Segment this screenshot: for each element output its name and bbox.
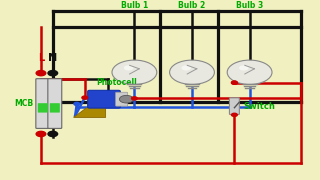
Circle shape: [36, 131, 46, 137]
Circle shape: [132, 97, 137, 100]
FancyBboxPatch shape: [38, 103, 48, 112]
Circle shape: [232, 81, 237, 84]
Circle shape: [227, 60, 272, 84]
Polygon shape: [74, 108, 106, 117]
Text: Bulb 2: Bulb 2: [178, 1, 206, 10]
FancyBboxPatch shape: [50, 103, 60, 112]
Circle shape: [82, 96, 88, 99]
FancyBboxPatch shape: [36, 79, 50, 128]
FancyBboxPatch shape: [88, 90, 120, 108]
Text: Switch: Switch: [243, 102, 275, 111]
Text: Photocell: Photocell: [96, 78, 137, 87]
Circle shape: [48, 71, 58, 76]
Circle shape: [170, 60, 214, 84]
Text: N: N: [48, 53, 57, 63]
Text: MCB: MCB: [14, 99, 34, 108]
Text: Bulb 1: Bulb 1: [121, 1, 148, 10]
Circle shape: [119, 95, 133, 103]
Circle shape: [74, 102, 80, 105]
Circle shape: [232, 113, 237, 116]
Circle shape: [124, 65, 133, 71]
FancyBboxPatch shape: [229, 98, 239, 114]
FancyBboxPatch shape: [48, 79, 62, 128]
FancyBboxPatch shape: [116, 92, 128, 106]
Circle shape: [36, 71, 46, 76]
Text: Bulb 3: Bulb 3: [236, 1, 263, 10]
Circle shape: [232, 81, 237, 84]
Circle shape: [181, 65, 191, 71]
Circle shape: [112, 60, 157, 84]
Text: L: L: [38, 53, 44, 63]
Circle shape: [48, 131, 58, 137]
Circle shape: [239, 65, 249, 71]
